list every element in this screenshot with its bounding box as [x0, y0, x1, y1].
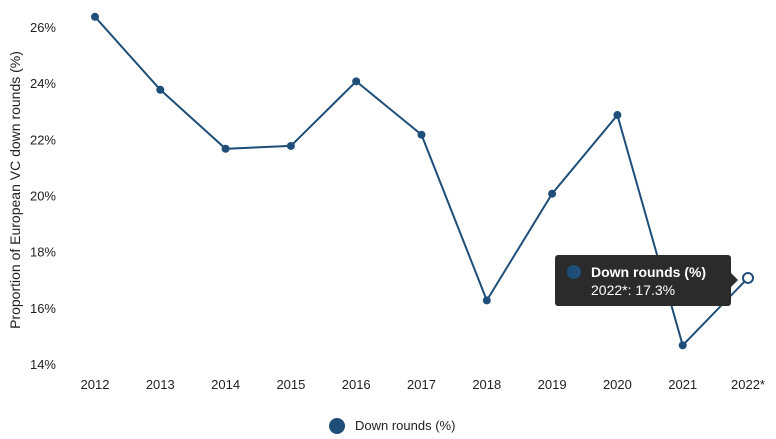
y-tick-label: 24% — [30, 76, 56, 91]
data-point[interactable] — [221, 144, 230, 153]
x-axis-ticks: 2012 2013 2014 2015 2016 2017 2018 2019 2020 2021… — [81, 377, 765, 392]
data-point[interactable] — [548, 189, 557, 198]
tooltip-value: 2022*: 17.3% — [591, 282, 675, 298]
x-tick-label: 2012 — [81, 377, 110, 392]
data-point[interactable] — [678, 341, 687, 350]
data-point[interactable] — [286, 141, 295, 150]
y-tick-label: 22% — [30, 132, 56, 147]
data-point[interactable] — [417, 130, 426, 139]
x-tick-label: 2015 — [276, 377, 305, 392]
y-tick-label: 16% — [30, 301, 56, 316]
legend-label[interactable]: Down rounds (%) — [355, 418, 455, 433]
data-point[interactable] — [156, 85, 165, 94]
legend[interactable]: Down rounds (%) — [329, 418, 455, 434]
legend-series-marker-icon — [329, 418, 345, 434]
x-tick-label: 2013 — [146, 377, 175, 392]
x-tick-label: 2019 — [538, 377, 567, 392]
tooltip-arrow — [731, 273, 738, 287]
x-tick-label: 2014 — [211, 377, 240, 392]
x-tick-label: 2016 — [342, 377, 371, 392]
tooltip-series-marker-icon — [567, 265, 581, 279]
tooltip-title: Down rounds (%) — [591, 264, 706, 280]
x-tick-label: 2020 — [603, 377, 632, 392]
y-tick-label: 20% — [30, 189, 56, 204]
x-tick-label: 2017 — [407, 377, 436, 392]
data-point[interactable] — [91, 12, 99, 21]
tooltip: Down rounds (%) 2022*: 17.3% — [555, 255, 738, 306]
x-tick-label: 2022* — [731, 377, 765, 392]
tooltip-background — [555, 255, 731, 306]
y-axis-title: Proportion of European VC down rounds (%… — [7, 51, 23, 329]
x-tick-label: 2018 — [472, 377, 501, 392]
y-tick-label: 18% — [30, 245, 56, 260]
x-tick-label: 2021 — [668, 377, 697, 392]
y-axis-ticks: 14% 16% 18% 20% 22% 24% 26% — [30, 20, 56, 372]
series-points — [91, 12, 754, 350]
y-tick-label: 26% — [30, 20, 56, 35]
y-tick-label: 14% — [30, 357, 56, 372]
data-point[interactable] — [352, 77, 361, 86]
data-point[interactable] — [613, 111, 622, 120]
data-point-hovered[interactable] — [742, 271, 754, 284]
data-point[interactable] — [482, 296, 491, 305]
